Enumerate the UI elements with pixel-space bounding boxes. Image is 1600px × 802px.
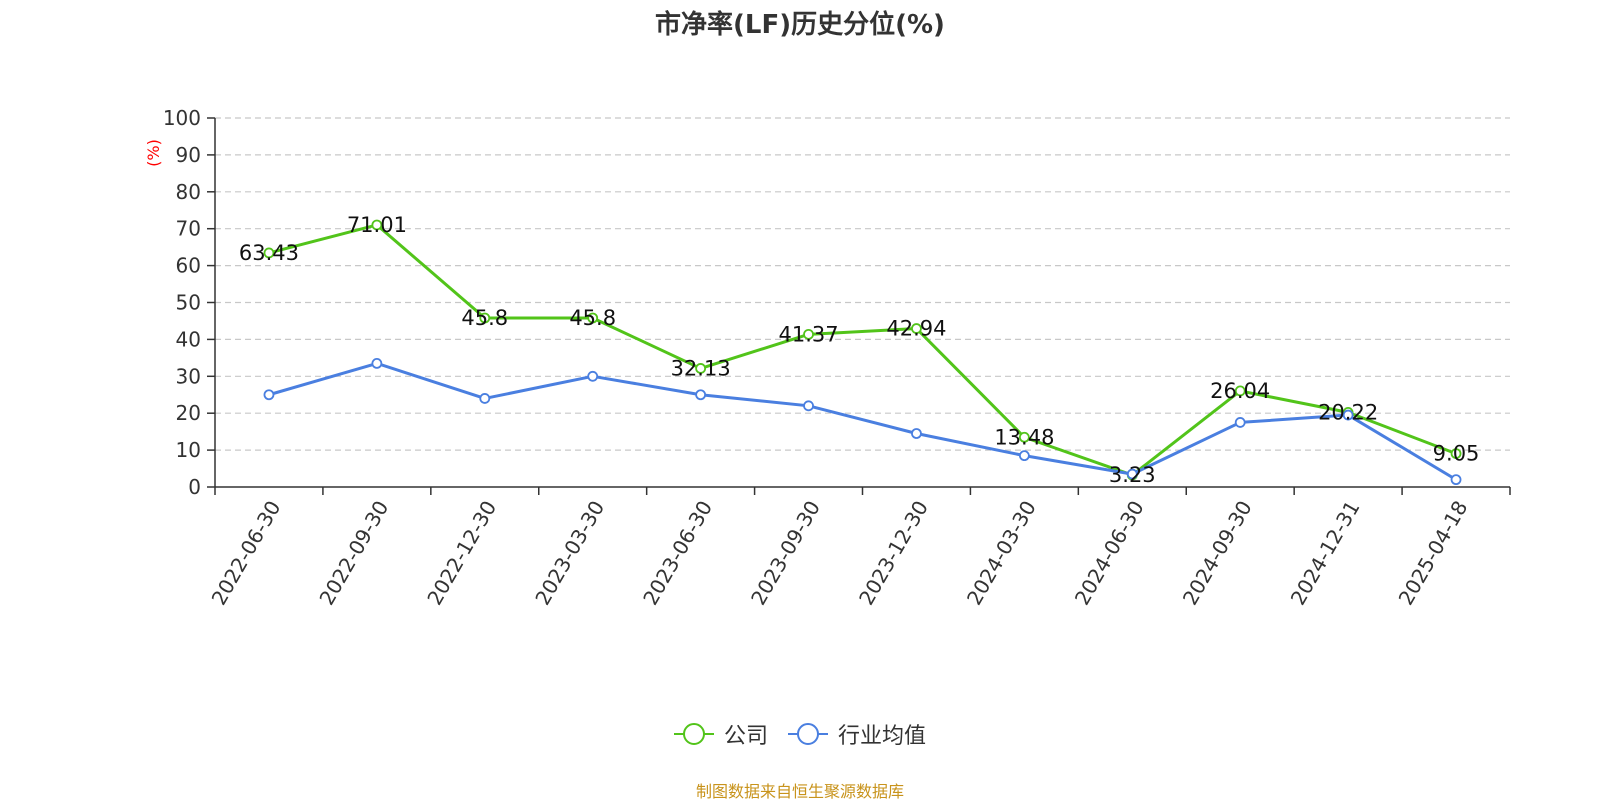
x-tick-label: 2025-04-18 — [1394, 497, 1473, 610]
data-label: 45.8 — [569, 306, 616, 330]
data-point-0 — [1450, 448, 1462, 460]
data-label: 13.48 — [994, 425, 1054, 449]
y-tick-label: 40 — [176, 327, 201, 351]
y-tick-label: 20 — [176, 401, 201, 425]
data-point-1 — [263, 389, 275, 401]
x-tick-label: 2023-12-30 — [854, 496, 933, 609]
legend-marker-company-icon — [673, 723, 714, 745]
x-tick-label: 2024-06-30 — [1070, 497, 1149, 610]
data-point-1 — [911, 428, 922, 439]
x-tick-label: 2022-06-30 — [207, 497, 286, 610]
x-tick-label: 2023-09-30 — [746, 497, 825, 610]
chart-title: 市净率(LF)历史分位(%) — [655, 10, 945, 40]
x-tick-label: 2023-06-30 — [638, 497, 717, 610]
data-point-1 — [1342, 409, 1354, 421]
data-label: 9.05 — [1433, 442, 1480, 466]
data-point-1 — [695, 389, 707, 401]
data-label: 20.22 — [1318, 400, 1378, 424]
legend-item-industry[interactable]: 行业均值 — [788, 718, 926, 750]
y-tick-label: 30 — [176, 364, 201, 388]
data-point-0 — [695, 363, 707, 374]
line-chart: 0 10 20 30 40 50 60 70 80 90 100(%) 2022-06-30 2022-… — [144, 106, 1511, 610]
x-tick-label: 2023-03-30 — [530, 497, 609, 610]
x-tick-label: 2024-03-30 — [962, 497, 1041, 610]
y-tick-label: 50 — [176, 291, 201, 315]
legend-label-company: 公司 — [723, 724, 768, 749]
y-tick-label: 90 — [176, 143, 201, 167]
data-point-0 — [803, 328, 814, 340]
data-point-1 — [371, 357, 383, 369]
data-label: 42.94 — [886, 317, 946, 341]
y-tick-label: 60 — [176, 254, 201, 278]
x-tick-label: 2022-12-30 — [422, 496, 501, 609]
source-note: 制图数据来自恒生聚源数据库 — [695, 782, 904, 801]
data-point-1 — [803, 400, 814, 412]
y-tick-label: 100 — [163, 106, 201, 130]
data-point-0 — [479, 312, 491, 324]
data-label: 71.01 — [347, 213, 407, 237]
data-point-0 — [911, 323, 922, 334]
y-tick-label: 0 — [188, 475, 201, 499]
data-point-0 — [371, 219, 383, 231]
series-line-1 — [268, 361, 1457, 481]
data-point-1 — [1234, 417, 1246, 428]
data-point-0 — [263, 247, 275, 259]
data-point-1 — [479, 393, 491, 404]
data-label: 41.37 — [778, 322, 838, 346]
data-label: 63.43 — [239, 241, 299, 265]
y-tick-label: 10 — [176, 438, 201, 462]
data-point-0 — [1018, 431, 1030, 443]
data-label: 32.13 — [671, 356, 731, 380]
data-label: 3.23 — [1109, 463, 1156, 487]
x-tick-label: 2024-12-31 — [1286, 497, 1365, 610]
series-line-0 — [268, 223, 1457, 477]
data-label: 45.8 — [461, 306, 508, 330]
x-tick-label: 2022-09-30 — [314, 497, 393, 610]
legend-marker-industry-icon — [788, 723, 828, 745]
y-tick-label: 80 — [176, 180, 201, 204]
legend: 公司 行业均值 — [0, 718, 1600, 750]
y-axis-label: (%) — [144, 139, 163, 167]
data-point-1 — [1450, 474, 1462, 486]
data-point-1 — [1126, 468, 1138, 480]
data-point-0 — [587, 312, 599, 324]
data-point-0 — [1234, 385, 1246, 397]
data-label: 26.04 — [1210, 379, 1270, 403]
legend-item-company[interactable]: 公司 — [673, 718, 768, 750]
data-point-1 — [587, 370, 599, 382]
y-tick-label: 70 — [176, 217, 201, 241]
x-tick-label: 2024-09-30 — [1178, 497, 1257, 610]
legend-label-industry: 行业均值 — [838, 724, 927, 749]
data-point-1 — [1018, 450, 1030, 462]
